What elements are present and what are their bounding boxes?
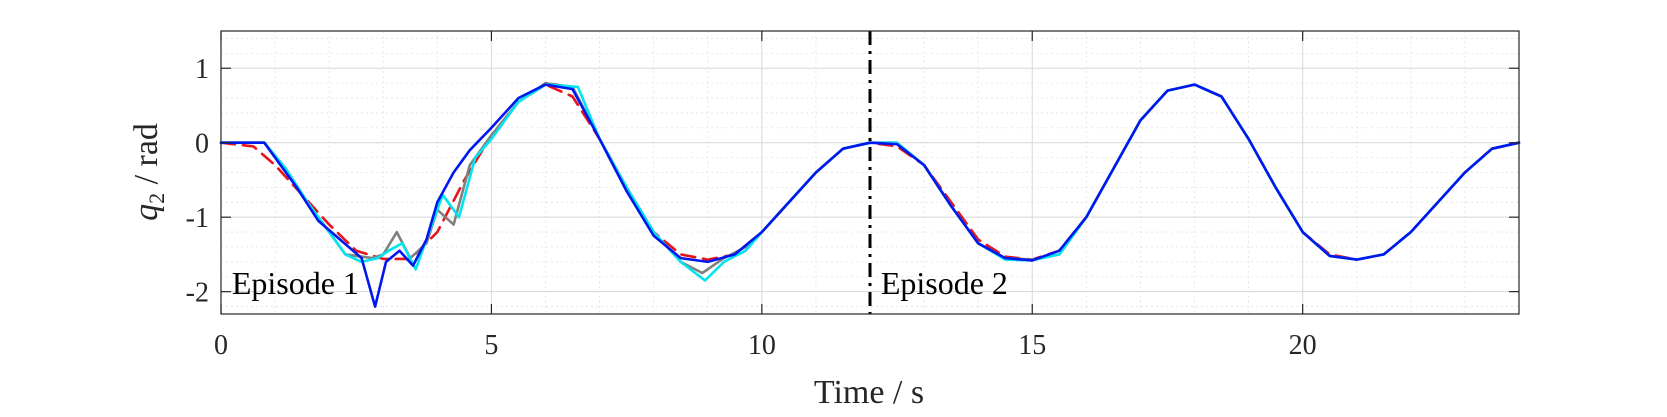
x-tick-label: 20 [1289, 330, 1317, 361]
x-tick-label: 5 [484, 330, 498, 361]
x-tick-label: 0 [214, 330, 228, 361]
episode-label: Episode 2 [881, 265, 1008, 301]
y-tick-label: 0 [195, 129, 209, 160]
x-tick-label: 10 [748, 330, 776, 361]
y-tick-label: -2 [186, 278, 209, 309]
y-axis-label-subscript: 2 [144, 193, 169, 204]
y-tick-label: 1 [195, 54, 209, 85]
y-tick-labels: 1 0 -1 -2 [186, 54, 209, 308]
y-axis-label: q2 / rad [128, 123, 169, 221]
y-axis-label-unit: / rad [128, 123, 165, 193]
x-tick-label: 15 [1018, 330, 1046, 361]
x-axis-label: Time / s [814, 374, 924, 411]
episode-label: Episode 1 [232, 265, 359, 301]
x-tick-labels: 0 5 10 15 20 [214, 330, 1317, 361]
plot-frame [220, 30, 1520, 315]
y-axis-label-symbol: q [128, 204, 165, 221]
axis-ticks [220, 31, 1519, 314]
episode-annotations: Episode 1 Episode 2 [232, 265, 1008, 301]
series-line-4 [219, 83, 1521, 308]
y-tick-label: -1 [186, 203, 209, 234]
series-layer [219, 81, 1521, 308]
